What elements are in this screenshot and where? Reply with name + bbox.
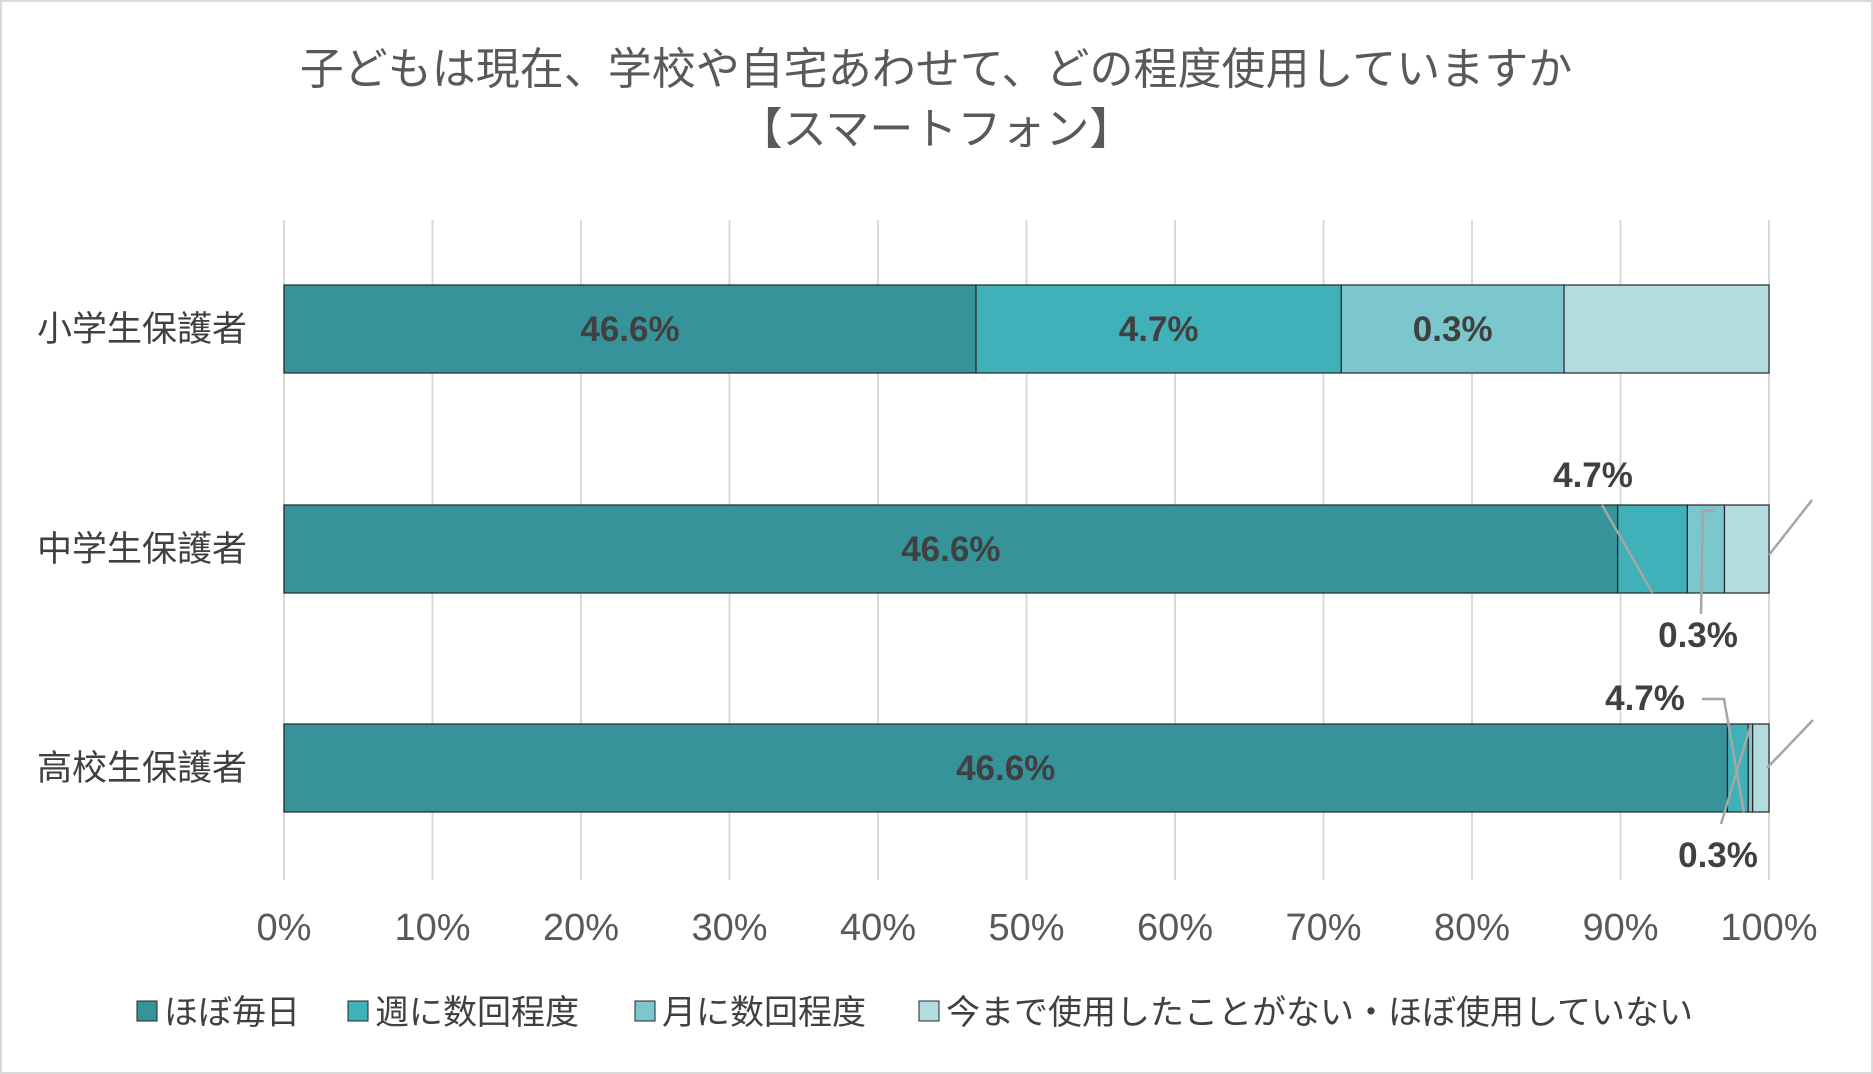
legend-swatch — [634, 1000, 656, 1022]
data-label: 4.7% — [1605, 679, 1685, 718]
data-label: 46.6% — [580, 310, 679, 349]
x-tick-label: 20% — [543, 907, 619, 949]
x-tick-label: 0% — [257, 907, 312, 949]
legend-label: 月に数回程度 — [662, 993, 866, 1033]
legend-label: ほぼ毎日 — [164, 993, 300, 1033]
x-axis-ticks: 0% 10% 20% 30% 40% 50% 60% 70% 80% 90% 100% — [257, 907, 1818, 949]
bar-segment — [283, 723, 1729, 813]
legend-label: 今まで使用したことがない・ほぼ使用していない — [946, 993, 1693, 1033]
x-tick-label: 60% — [1137, 907, 1213, 949]
bar-segment — [1563, 284, 1770, 374]
x-tick-label: 70% — [1285, 907, 1361, 949]
legend-swatch — [347, 1000, 369, 1022]
bar-segment — [1752, 723, 1770, 813]
data-label: 4.7% — [1119, 310, 1199, 349]
data-labels: 46.6% 4.7% 0.3% 46.6% 4.7% 0.3% 46.6% 4.7% 0.3% — [580, 310, 1814, 875]
x-tick-label: 100% — [1720, 907, 1817, 949]
data-label: 4.7% — [1553, 456, 1633, 495]
data-label: 46.6% — [901, 530, 1000, 569]
legend-swatch — [918, 1000, 940, 1022]
data-label: 46.6% — [956, 749, 1055, 788]
x-tick-label: 10% — [394, 907, 470, 949]
x-tick-label: 50% — [988, 907, 1064, 949]
bar-segment — [1686, 504, 1726, 594]
legend: ほぼ毎日 週に数回程度 月に数回程度 今まで使用したことがない・ほぼ使用していない — [136, 993, 1693, 1033]
bar-segment — [1340, 284, 1565, 374]
data-label: 0.3% — [1678, 836, 1758, 875]
bar-segment — [283, 284, 977, 374]
bar-segment — [1617, 504, 1689, 594]
leader-line — [1699, 509, 1714, 615]
bar-segment — [1747, 723, 1754, 813]
x-tick-label: 30% — [691, 907, 767, 949]
x-tick-label: 40% — [840, 907, 916, 949]
chart-title: 子どもは現在、学校や自宅あわせて、どの程度使用していますか — [300, 44, 1572, 95]
leader-line — [1768, 499, 1813, 556]
bar-segment — [1723, 504, 1770, 594]
x-tick-label: 80% — [1434, 907, 1510, 949]
bar-segment — [975, 284, 1342, 374]
data-label: 0.3% — [1413, 310, 1493, 349]
leader-line — [1766, 719, 1814, 769]
leader-line — [1719, 725, 1752, 825]
category-label: 高校生保護者 — [37, 749, 247, 789]
chart-subtitle: 【スマートフォン】 — [739, 104, 1134, 155]
category-label: 小学生保護者 — [37, 310, 247, 350]
bar-segment — [283, 504, 1619, 594]
data-label: 0.3% — [1658, 616, 1738, 655]
bars — [283, 284, 1770, 813]
legend-swatch — [136, 1000, 158, 1022]
legend-label: 週に数回程度 — [375, 993, 579, 1033]
x-tick-label: 90% — [1582, 907, 1658, 949]
category-label: 中学生保護者 — [37, 530, 247, 570]
